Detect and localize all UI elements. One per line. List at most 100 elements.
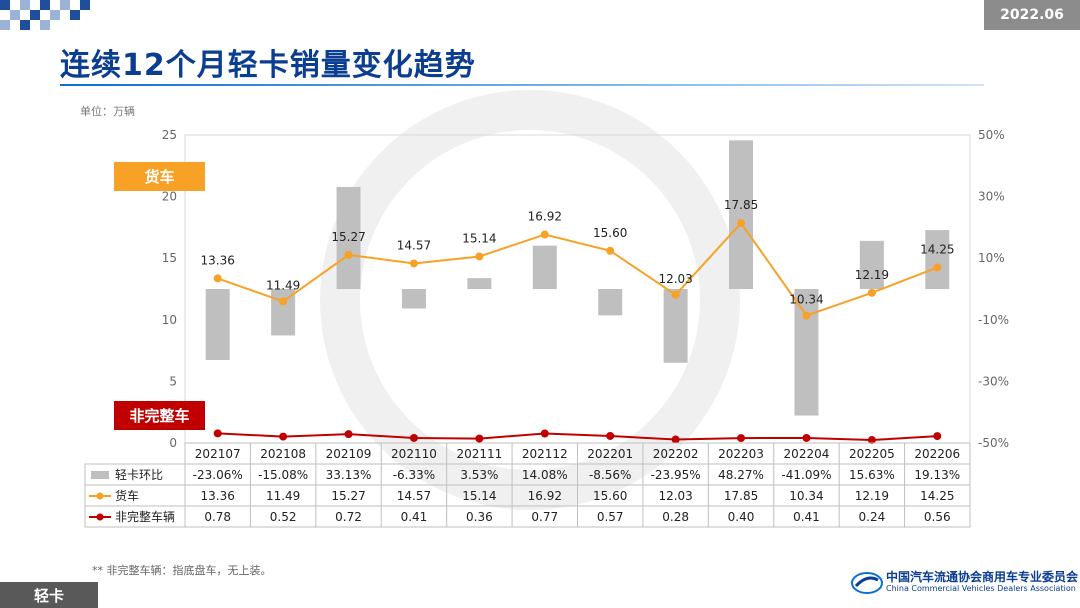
truck-point [213, 274, 222, 283]
table-cell-value: 0.41 [793, 510, 820, 524]
mom-bar [729, 140, 754, 289]
mom-bar [663, 289, 688, 363]
legend-series-name: 轻卡环比 [115, 468, 163, 482]
incomplete-point [802, 433, 811, 442]
table-cell-value: 0.78 [204, 510, 231, 524]
table-cell-value: -8.56% [589, 468, 631, 482]
mom-bar [859, 240, 884, 289]
truck-point [606, 246, 615, 255]
truck-point [540, 230, 549, 239]
incomplete-series-line [217, 432, 938, 442]
table-cell-value: 14.25 [920, 489, 954, 503]
truck-tag: 货车 [114, 162, 205, 191]
table-cell-value: 0.24 [859, 510, 886, 524]
truck-point [737, 219, 746, 228]
legend-series-name: 货车 [115, 488, 139, 503]
y-right-tick-label: -10% [978, 313, 1009, 327]
category-label: 202205 [849, 447, 895, 461]
truck-point [802, 311, 811, 320]
y-left-tick-label: 15 [162, 251, 177, 265]
incomplete-point [867, 436, 876, 445]
mom-bar [401, 289, 426, 309]
y-right-tick-label: 30% [978, 190, 1005, 204]
section-tab: 轻卡 [0, 582, 98, 608]
date-tag: 2022.06 [984, 0, 1080, 30]
category-label: 202206 [914, 447, 960, 461]
incomplete-point [737, 434, 746, 443]
truck-data-label: 14.57 [397, 238, 431, 252]
y-right-tick-label: -30% [978, 374, 1009, 388]
truck-data-label: 10.34 [789, 293, 823, 307]
legend-swatch-marker [96, 513, 104, 521]
table-cell-value: -41.09% [781, 468, 831, 482]
category-label: 202202 [653, 447, 699, 461]
plot-area [184, 134, 971, 444]
table-cell-value: 17.85 [724, 489, 758, 503]
category-label: 202204 [784, 447, 830, 461]
mom-bar [205, 289, 230, 361]
table-cell-value: 12.19 [855, 489, 889, 503]
y-left-tick-label: 20 [162, 190, 177, 204]
truck-data-label: 13.36 [201, 253, 235, 267]
table-cell-value: 0.56 [924, 510, 951, 524]
y-left-tick-label: 10 [162, 313, 177, 327]
legend-series-name: 非完整车辆 [115, 509, 175, 524]
table-cell-value: 12.03 [658, 489, 692, 503]
page-title: 连续12个月轻卡销量变化趋势 [60, 48, 476, 83]
table-cell-value: -23.06% [193, 468, 243, 482]
truck-data-label: 12.03 [658, 272, 692, 286]
table-cell-value: 14.57 [397, 489, 431, 503]
table-cell-value: 0.52 [270, 510, 297, 524]
table-cell-value: 0.36 [466, 510, 493, 524]
incomplete-point [671, 435, 680, 444]
truck-data-label: 11.49 [266, 278, 300, 292]
truck-data-label: 15.14 [462, 231, 496, 245]
mom-bar [467, 278, 492, 289]
table-cell-value: 0.40 [728, 510, 755, 524]
table-cell-value: 0.57 [597, 510, 624, 524]
truck-data-label: 14.25 [920, 242, 954, 256]
truck-data-label: 12.19 [855, 268, 889, 282]
table-cell-value: 10.34 [789, 489, 823, 503]
truck-point [344, 250, 353, 259]
legend-swatch-marker [96, 492, 104, 500]
y-right-tick-label: 10% [978, 251, 1005, 265]
y-right-tick-label: -50% [978, 436, 1009, 450]
category-label: 202108 [260, 447, 306, 461]
mom-bar [532, 245, 557, 289]
org-name-cn: 中国汽车流通协会商用车专业委员会 [886, 570, 1079, 584]
title-divider [60, 84, 984, 86]
org-name-en: China Commercial Vehicles Dealers Associ… [886, 584, 1076, 593]
legend-swatch-bar [91, 471, 109, 479]
category-label: 202107 [195, 447, 241, 461]
truck-data-label: 17.85 [724, 198, 758, 212]
footnote: ** 非完整车辆：指底盘车，无上装。 [92, 564, 272, 577]
table-cell-value: 15.27 [331, 489, 365, 503]
truck-point [279, 297, 288, 306]
table-cell-value: 19.13% [914, 468, 960, 482]
category-label: 202201 [587, 447, 633, 461]
incomplete-point [279, 432, 288, 441]
incomplete-point [344, 430, 353, 439]
organization-logo: 中国汽车流通协会商用车专业委员会 China Commercial Vehicl… [850, 568, 1078, 600]
table-cell-value: 0.41 [401, 510, 428, 524]
mom-bar [794, 289, 819, 416]
incomplete-point [606, 431, 615, 440]
incomplete-point [409, 433, 418, 442]
mom-bar [336, 186, 361, 289]
table-cell-value: 0.77 [531, 510, 558, 524]
incomplete-point [540, 429, 549, 438]
category-label: 202109 [326, 447, 372, 461]
table-cell-value: 48.27% [718, 468, 764, 482]
incomplete-vehicle-tag: 非完整车 [114, 401, 205, 430]
truck-data-label: 16.92 [528, 210, 562, 224]
unit-label: 单位：万辆 [80, 105, 135, 118]
mom-bar [598, 289, 623, 316]
watermark-ring [320, 90, 740, 510]
category-label: 202111 [456, 447, 502, 461]
truck-point [409, 259, 418, 268]
table-cell-value: 0.72 [335, 510, 362, 524]
corner-decoration [0, 0, 90, 30]
y-left-tick-label: 5 [169, 374, 177, 388]
